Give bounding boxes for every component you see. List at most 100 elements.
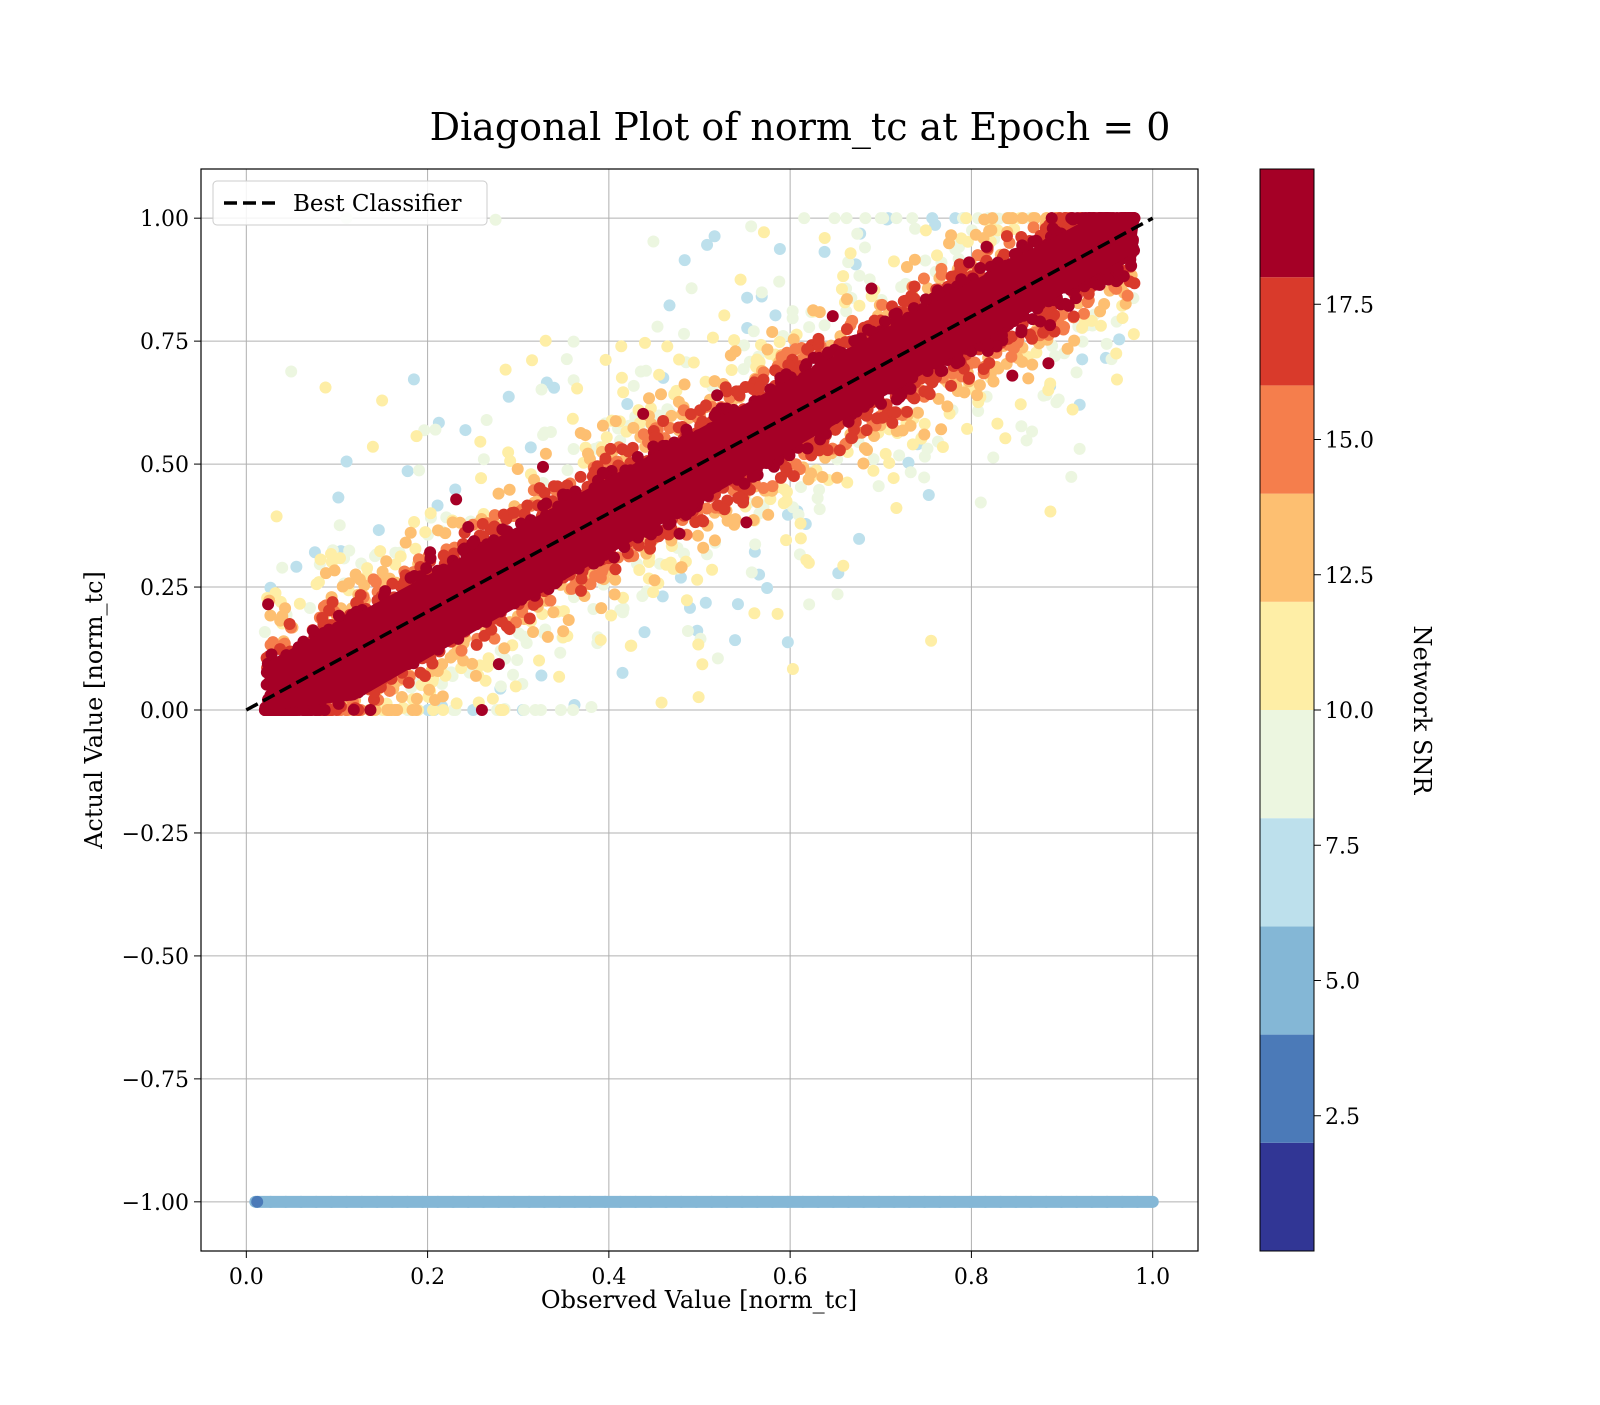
scatter-point bbox=[741, 291, 754, 304]
scatter-point bbox=[918, 450, 931, 463]
scatter-point bbox=[955, 232, 968, 245]
scatter-point bbox=[494, 680, 507, 693]
scatter-point bbox=[402, 676, 415, 689]
scatter-point bbox=[887, 255, 900, 268]
scatter-point bbox=[962, 372, 975, 385]
scatter-point bbox=[840, 212, 853, 225]
scatter-point bbox=[353, 573, 366, 586]
scatter-point bbox=[1127, 328, 1140, 341]
scatter-point bbox=[711, 389, 724, 402]
scatter-point bbox=[978, 213, 991, 226]
missing-point bbox=[507, 1195, 520, 1208]
missing-point bbox=[660, 1195, 673, 1208]
scatter-point bbox=[457, 654, 470, 667]
scatter-point bbox=[851, 227, 864, 240]
scatter-point bbox=[604, 442, 617, 455]
scatter-point bbox=[333, 519, 346, 532]
scatter-point bbox=[876, 411, 889, 424]
missing-point bbox=[568, 1195, 581, 1208]
missing-point bbox=[933, 1195, 946, 1208]
scatter-point bbox=[1077, 307, 1090, 320]
scatter-point bbox=[537, 499, 550, 512]
scatter-point bbox=[1066, 403, 1079, 416]
scatter-point bbox=[643, 542, 656, 555]
scatter-point bbox=[462, 521, 475, 534]
scatter-point bbox=[1125, 259, 1138, 272]
colorbar-band bbox=[1260, 926, 1314, 1035]
scatter-point bbox=[972, 405, 985, 418]
scatter-point bbox=[1015, 420, 1028, 433]
scatter-point bbox=[740, 516, 753, 529]
scatter-point bbox=[1065, 470, 1078, 483]
scatter-point bbox=[963, 256, 976, 269]
scatter-point bbox=[919, 293, 932, 306]
missing-point bbox=[599, 1195, 612, 1208]
y-axis-label: Actual Value [norm_tc] bbox=[80, 571, 108, 850]
scatter-point bbox=[968, 356, 981, 369]
scatter-point bbox=[787, 333, 800, 346]
scatter-point bbox=[918, 428, 931, 441]
scatter-point bbox=[614, 603, 627, 616]
legend-label: Best Classifier bbox=[293, 191, 461, 217]
scatter-point bbox=[557, 625, 570, 638]
missing-point bbox=[1116, 1195, 1129, 1208]
scatter-point bbox=[1046, 222, 1059, 235]
scatter-point bbox=[706, 331, 719, 344]
scatter-point bbox=[738, 339, 751, 352]
scatter-point bbox=[663, 299, 676, 312]
scatter-point bbox=[907, 302, 920, 315]
scatter-point bbox=[656, 590, 669, 603]
scatter-point bbox=[844, 247, 857, 260]
scatter-point bbox=[567, 704, 580, 716]
scatter-point bbox=[395, 690, 408, 703]
scatter-point bbox=[980, 240, 993, 253]
scatter-point bbox=[974, 262, 987, 275]
scatter-point bbox=[840, 323, 853, 336]
scatter-point bbox=[1110, 373, 1123, 386]
missing-point bbox=[279, 1195, 292, 1208]
scatter-point bbox=[533, 654, 546, 667]
scatter-point bbox=[718, 309, 731, 322]
scatter-point bbox=[436, 658, 449, 671]
scatter-point bbox=[609, 573, 622, 586]
colorbar-tick-label: 12.5 bbox=[1325, 564, 1374, 589]
missing-point bbox=[583, 1195, 596, 1208]
scatter-point bbox=[987, 451, 1000, 464]
missing-point bbox=[629, 1195, 642, 1208]
scatter-point bbox=[637, 428, 650, 441]
reference-line-layer bbox=[245, 216, 1154, 712]
colorbar-tick-label: 5.0 bbox=[1325, 970, 1360, 995]
scatter-point bbox=[813, 503, 826, 516]
scatter-point bbox=[449, 483, 462, 496]
scatter-point bbox=[1094, 305, 1107, 318]
scatter-point bbox=[380, 555, 393, 568]
scatter-point bbox=[833, 444, 846, 457]
scatter-point bbox=[853, 269, 866, 282]
scatter-point bbox=[617, 386, 630, 399]
scatter-point bbox=[332, 491, 345, 504]
scatter-point bbox=[527, 626, 540, 639]
scatter-point bbox=[326, 596, 339, 609]
scatter-point bbox=[699, 596, 712, 609]
scatter-point bbox=[1068, 334, 1081, 347]
scatter-point bbox=[1026, 358, 1039, 371]
scatter-point bbox=[429, 423, 442, 436]
scatter-point bbox=[594, 571, 607, 584]
missing-point bbox=[857, 1195, 870, 1208]
scatter-point bbox=[499, 363, 512, 376]
scatter-point bbox=[399, 536, 412, 549]
scatter-point bbox=[751, 495, 764, 508]
scatter-point bbox=[890, 502, 903, 515]
missing-point bbox=[827, 1195, 840, 1208]
scatter-point bbox=[1116, 312, 1129, 325]
scatter-point bbox=[798, 212, 811, 225]
scatter-point bbox=[634, 365, 647, 378]
scatter-point bbox=[973, 379, 986, 392]
missing-point bbox=[720, 1195, 733, 1208]
scatter-point bbox=[524, 441, 537, 454]
scatter-point bbox=[867, 453, 880, 466]
scatter-point bbox=[1016, 212, 1029, 225]
scatter-point bbox=[303, 601, 316, 614]
scatter-point bbox=[643, 392, 656, 405]
scatter-point bbox=[734, 273, 747, 286]
